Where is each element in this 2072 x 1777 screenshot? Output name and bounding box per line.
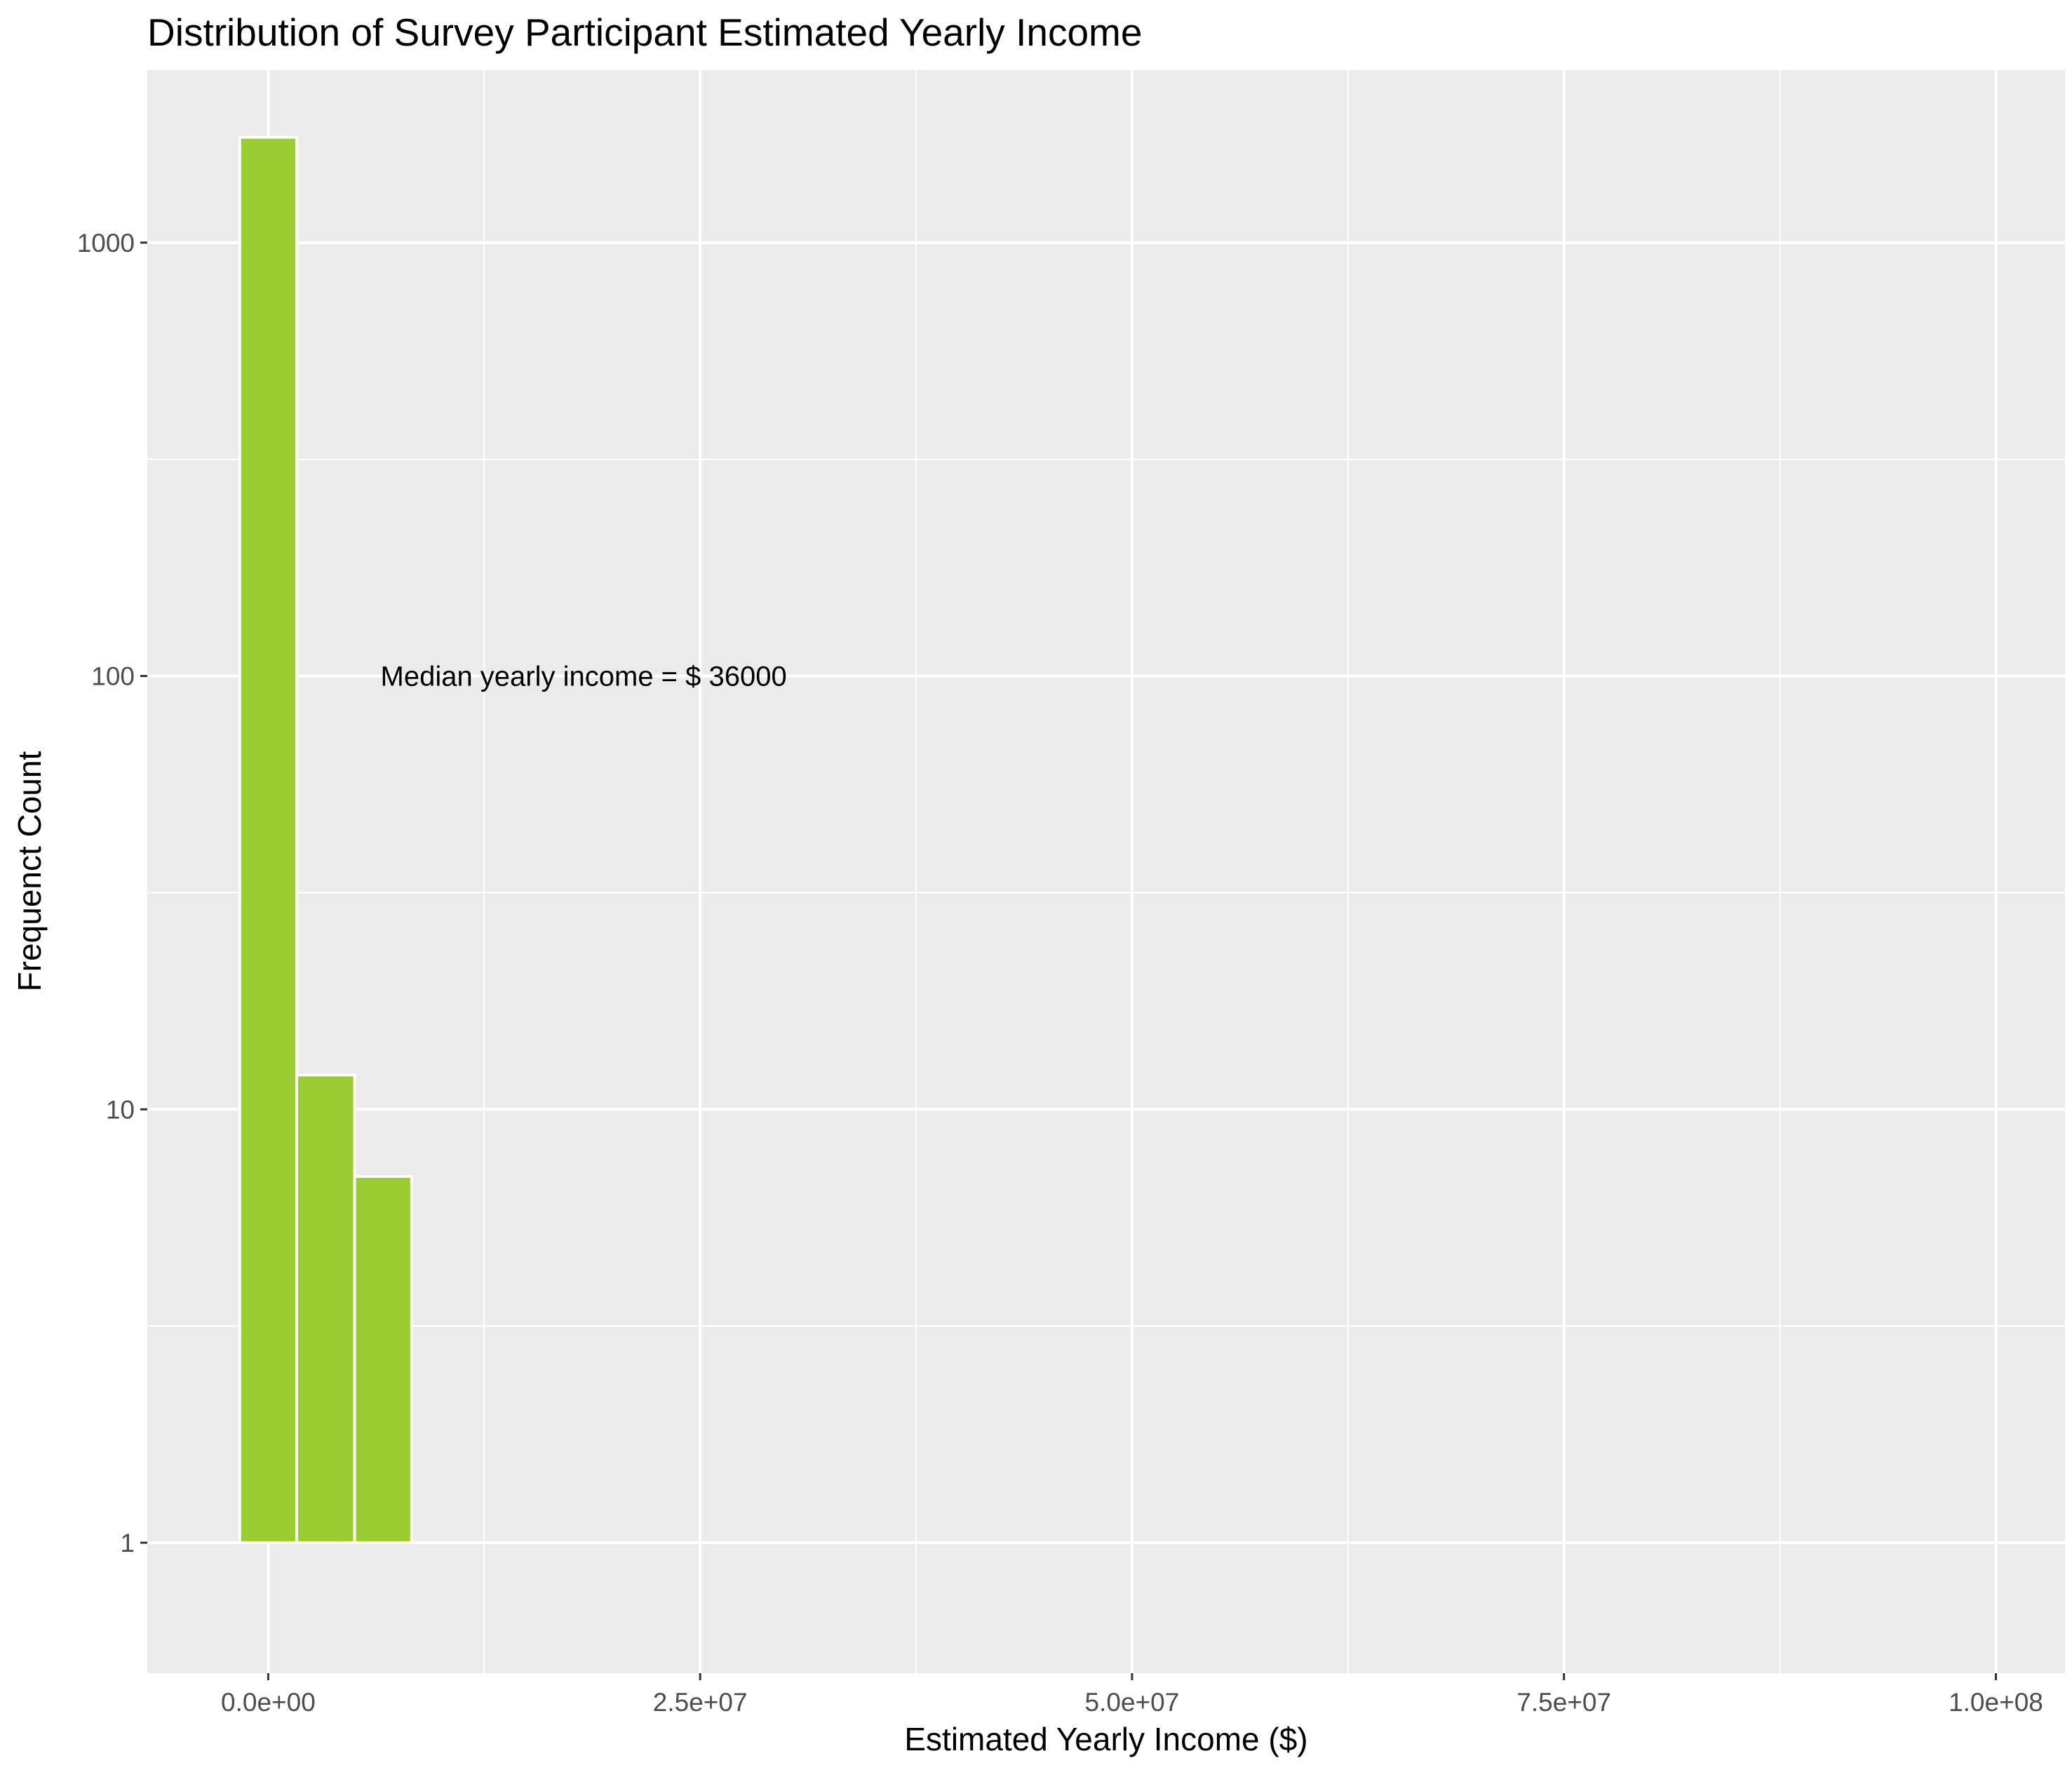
- x-axis-title: Estimated Yearly Income ($): [904, 1721, 1307, 1757]
- x-tick-label: 1.0e+08: [1949, 1688, 2043, 1717]
- histogram-bar: [353, 1174, 413, 1545]
- minor-gridlines: [147, 70, 2065, 1673]
- plot-panel: [147, 70, 2065, 1673]
- histogram-bar: [295, 1073, 356, 1545]
- y-tick-label: 1: [120, 1529, 135, 1557]
- y-axis-title: Frequenct Count: [11, 751, 48, 991]
- y-tick-label: 100: [91, 662, 135, 691]
- x-tick-label: 5.0e+07: [1085, 1688, 1180, 1717]
- y-tick-label: 10: [106, 1095, 135, 1124]
- x-tick-label: 2.5e+07: [653, 1688, 748, 1717]
- x-tick-label: 0.0e+00: [221, 1688, 316, 1717]
- axis-ticks: [140, 241, 1997, 1680]
- y-axis-tick-labels: 1 10 100 1000: [77, 229, 135, 1557]
- chart-title: Distribution of Survey Participant Estim…: [147, 11, 1142, 54]
- y-tick-label: 1000: [77, 229, 135, 257]
- histogram-bar: [238, 135, 299, 1545]
- median-annotation: Median yearly income = $ 36000: [381, 662, 787, 692]
- x-axis-tick-labels: 0.0e+00 2.5e+07 5.0e+07 7.5e+07 1.0e+08: [221, 1688, 2043, 1717]
- major-gridlines: [147, 70, 2065, 1673]
- x-tick-label: 7.5e+07: [1516, 1688, 1611, 1717]
- histogram-bars: [238, 135, 413, 1545]
